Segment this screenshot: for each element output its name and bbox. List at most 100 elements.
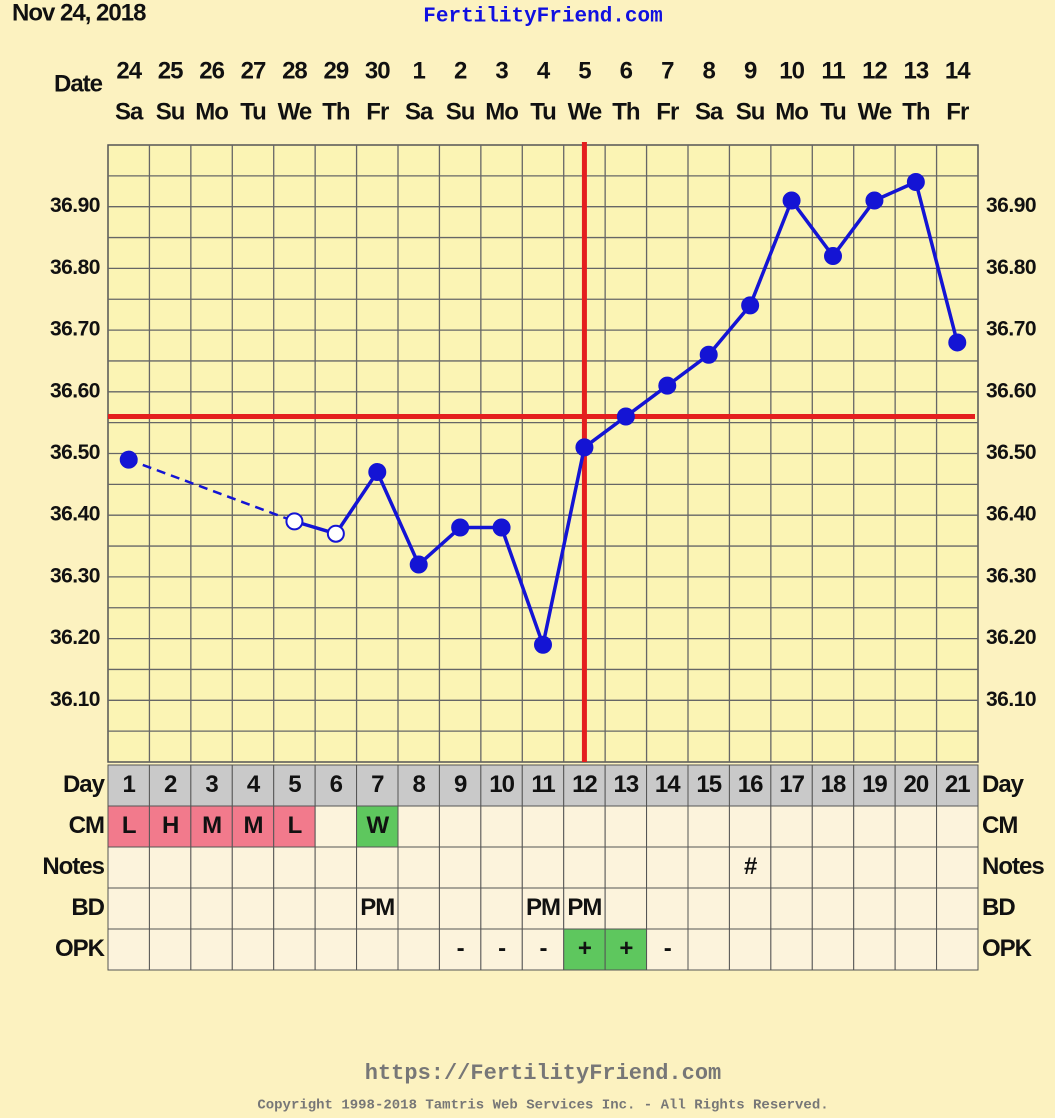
weekday: Th bbox=[612, 98, 640, 125]
day-cell bbox=[356, 764, 399, 807]
date: 25 bbox=[158, 57, 183, 84]
weekday: Th bbox=[902, 98, 930, 125]
table-cell bbox=[687, 846, 730, 889]
row-label: BD bbox=[71, 894, 104, 921]
weekday: Su bbox=[736, 98, 765, 125]
table-cell bbox=[604, 805, 648, 848]
table-cell bbox=[521, 928, 565, 971]
cell-text: - bbox=[540, 935, 548, 962]
weekday: Th bbox=[322, 98, 350, 125]
cell-text: H bbox=[162, 812, 178, 839]
table-cell bbox=[853, 887, 896, 930]
date: 27 bbox=[241, 57, 266, 84]
day-cell bbox=[687, 764, 730, 807]
table-cell bbox=[811, 928, 855, 971]
date: 28 bbox=[282, 57, 307, 84]
cell-text: PM bbox=[567, 894, 601, 921]
cell-text: M bbox=[202, 812, 221, 839]
table-cell bbox=[728, 846, 772, 889]
table-cell bbox=[190, 846, 233, 889]
date: 8 bbox=[703, 57, 716, 84]
day-cell bbox=[853, 764, 896, 807]
weekday: We bbox=[568, 98, 602, 125]
y2-tick-label: 36.70 bbox=[986, 318, 1036, 341]
table-cell bbox=[397, 805, 440, 848]
temperature-point bbox=[534, 635, 552, 654]
y-tick-label: 36.10 bbox=[50, 688, 100, 711]
table-cell bbox=[936, 805, 979, 848]
table-cell bbox=[480, 846, 523, 889]
date: 10 bbox=[779, 57, 804, 84]
temperature-point bbox=[451, 518, 470, 537]
temperature-point bbox=[824, 247, 842, 266]
table-cell bbox=[273, 887, 316, 930]
temperature-point bbox=[948, 333, 967, 352]
day-number: 6 bbox=[330, 771, 343, 798]
table-cell bbox=[811, 887, 855, 930]
day-number: 21 bbox=[945, 771, 970, 798]
cell-text: PM bbox=[526, 894, 560, 921]
day-number: 7 bbox=[371, 771, 384, 798]
cell-text: + bbox=[619, 935, 633, 962]
cell-text: PM bbox=[360, 894, 394, 921]
row-label: CM bbox=[982, 812, 1017, 839]
temperature-point bbox=[741, 296, 760, 315]
table-cell bbox=[853, 928, 896, 971]
row-label: Day bbox=[982, 771, 1025, 798]
table-cell bbox=[853, 846, 896, 889]
weekday: Mo bbox=[195, 98, 228, 125]
day-number: 17 bbox=[779, 771, 804, 798]
table-cell bbox=[397, 928, 440, 971]
table-cell bbox=[604, 846, 648, 889]
date: 24 bbox=[116, 57, 142, 84]
table-cell bbox=[770, 887, 813, 930]
table-cell bbox=[853, 805, 896, 848]
date: 26 bbox=[199, 57, 224, 84]
table-cell bbox=[563, 928, 606, 971]
day-cell bbox=[148, 764, 192, 807]
row-label: Day bbox=[63, 771, 106, 798]
table-cell bbox=[563, 805, 606, 848]
date: 13 bbox=[904, 57, 929, 84]
table-cell bbox=[273, 928, 316, 971]
table-cell bbox=[190, 887, 233, 930]
day-number: 3 bbox=[205, 771, 218, 798]
weekday: We bbox=[278, 98, 312, 125]
table-cell bbox=[563, 887, 606, 930]
table-cell bbox=[480, 887, 523, 930]
table-cell bbox=[894, 805, 938, 848]
table-cell bbox=[480, 805, 523, 848]
table-cell bbox=[687, 805, 730, 848]
cell-text: - bbox=[664, 935, 672, 962]
cell-text: W bbox=[366, 812, 389, 839]
table-cell bbox=[190, 928, 233, 971]
day-cell bbox=[646, 764, 689, 807]
y2-tick-label: 36.90 bbox=[986, 194, 1036, 217]
table-cell bbox=[604, 887, 648, 930]
day-number: 10 bbox=[489, 771, 514, 798]
day-cell bbox=[397, 764, 440, 807]
date: 30 bbox=[365, 57, 390, 84]
row-label: Notes bbox=[42, 853, 104, 880]
table-cell bbox=[231, 846, 275, 889]
day-number: 4 bbox=[247, 771, 261, 798]
table-cell bbox=[314, 805, 358, 848]
temperature-point bbox=[575, 438, 594, 457]
temperature-point bbox=[699, 345, 718, 364]
table-cell bbox=[936, 928, 979, 971]
weekday: Tu bbox=[820, 98, 846, 125]
table-cell bbox=[148, 887, 192, 930]
weekday: Fr bbox=[656, 98, 679, 125]
copyright: Copyright 1998-2018 Tamtris Web Services… bbox=[257, 1098, 828, 1114]
temperature-point bbox=[119, 450, 138, 469]
cell-text: # bbox=[744, 853, 757, 880]
table-cell bbox=[687, 887, 730, 930]
table-cell bbox=[107, 887, 150, 930]
cell-text: M bbox=[244, 812, 263, 839]
chart-date: Nov 24, 2018 bbox=[12, 0, 146, 26]
table-cell bbox=[811, 846, 855, 889]
day-number: 13 bbox=[614, 771, 639, 798]
temperature-point bbox=[492, 518, 511, 537]
table-cell bbox=[604, 928, 648, 971]
